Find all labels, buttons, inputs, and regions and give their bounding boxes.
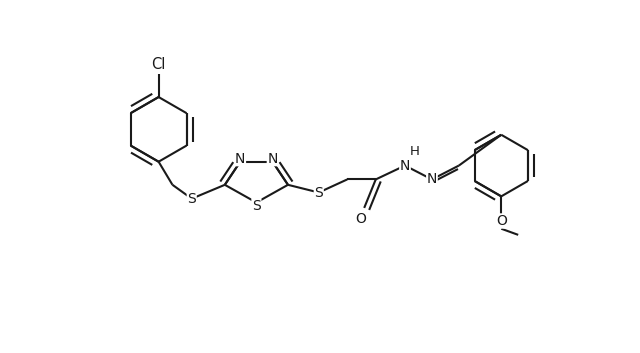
Text: N: N [235, 152, 245, 166]
Text: S: S [188, 192, 196, 206]
Text: Cl: Cl [152, 57, 166, 72]
Text: S: S [252, 199, 260, 213]
Text: S: S [314, 186, 323, 199]
Text: O: O [496, 214, 507, 228]
Text: O: O [355, 212, 366, 226]
Text: H: H [410, 145, 419, 158]
Text: N: N [400, 158, 410, 173]
Text: N: N [268, 152, 278, 166]
Text: N: N [427, 172, 437, 186]
